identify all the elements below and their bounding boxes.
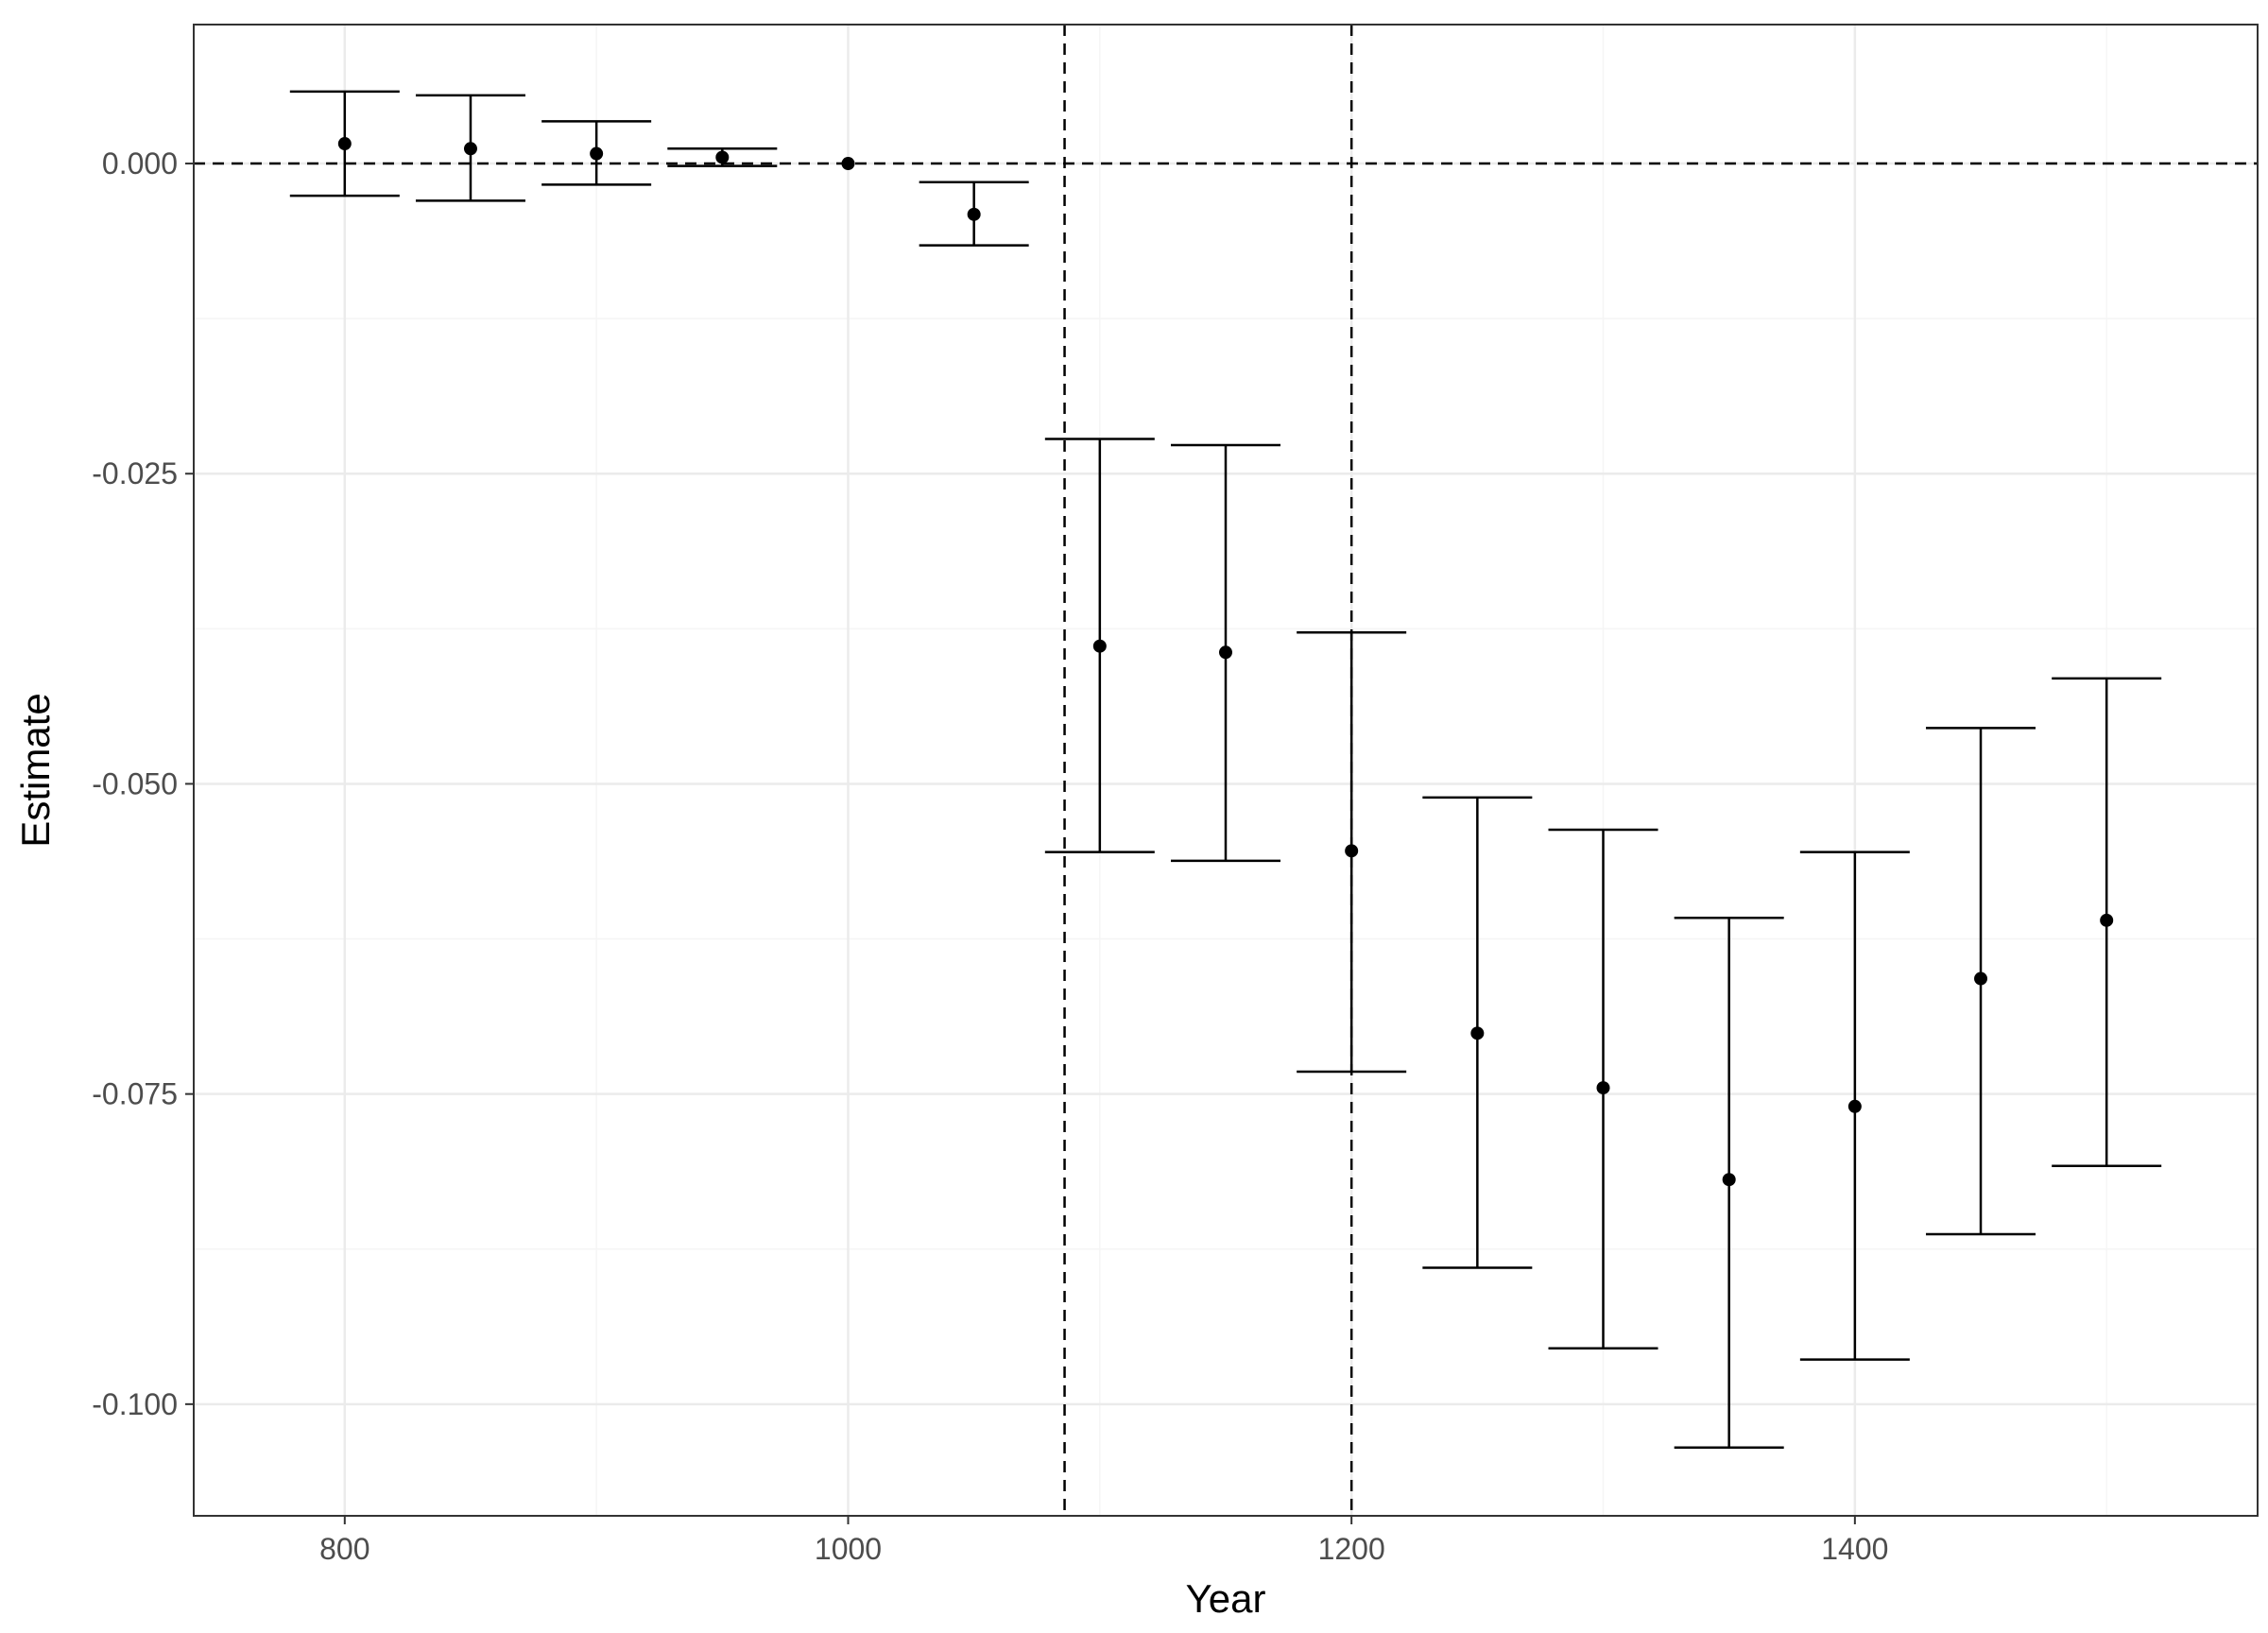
y-tick-label: 0.000 bbox=[102, 146, 178, 180]
y-axis-ticks: 0.000 -0.025 -0.050 -0.075 -0.100 bbox=[92, 146, 194, 1421]
estimate-point bbox=[1470, 1026, 1485, 1040]
estimate-point bbox=[1345, 844, 1359, 858]
y-tick-label: -0.100 bbox=[92, 1387, 178, 1421]
estimate-point bbox=[1974, 971, 1988, 986]
y-tick-label: -0.050 bbox=[92, 766, 178, 800]
estimate-point bbox=[590, 146, 604, 161]
panel-border bbox=[193, 24, 2259, 1517]
x-axis-title: Year bbox=[1186, 1576, 1266, 1621]
x-tick-label: 1200 bbox=[1318, 1532, 1385, 1566]
estimate-point bbox=[715, 150, 730, 164]
estimate-point bbox=[1092, 639, 1107, 653]
x-axis-ticks: 800 1000 1200 1400 bbox=[319, 1516, 1888, 1566]
y-tick-label: -0.075 bbox=[92, 1077, 178, 1111]
x-tick-label: 1000 bbox=[815, 1532, 882, 1566]
x-tick-label: 1400 bbox=[1821, 1532, 1888, 1566]
estimate-points bbox=[337, 137, 2114, 1187]
x-tick-label: 800 bbox=[319, 1532, 369, 1566]
estimate-point bbox=[1219, 645, 1232, 660]
y-axis-title: Estimate bbox=[13, 693, 58, 847]
estimate-point bbox=[337, 137, 352, 151]
estimate-point bbox=[1847, 1099, 1862, 1113]
estimate-point bbox=[1722, 1173, 1736, 1187]
estimate-point bbox=[2100, 913, 2114, 927]
estimate-point bbox=[463, 142, 477, 156]
estimate-point bbox=[967, 207, 981, 221]
estimate-point bbox=[841, 157, 855, 171]
estimate-point bbox=[1596, 1081, 1610, 1095]
y-tick-label: -0.025 bbox=[92, 456, 178, 490]
